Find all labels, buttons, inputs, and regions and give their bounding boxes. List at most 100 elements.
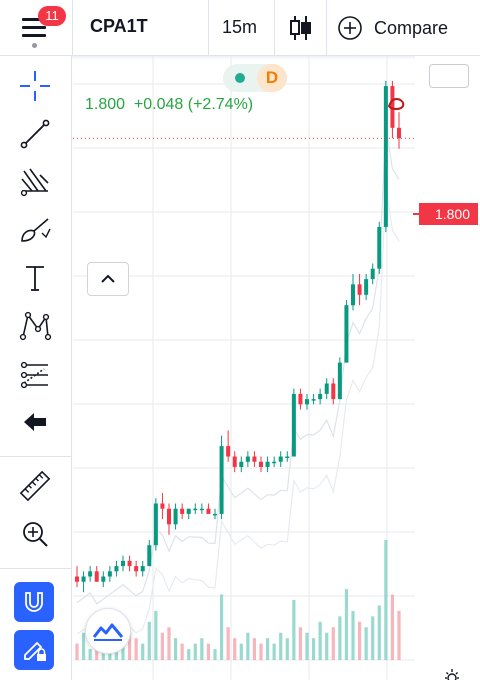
candle-body xyxy=(357,284,362,295)
lock-drawings-button[interactable] xyxy=(14,630,54,670)
volume-bar xyxy=(154,610,158,660)
volume-bar xyxy=(246,632,250,660)
volume-bar xyxy=(121,643,125,660)
candle-body xyxy=(298,393,303,405)
candle-body xyxy=(311,399,316,401)
candles-icon xyxy=(290,16,311,40)
crosshair-tool[interactable] xyxy=(10,66,60,106)
candle-body xyxy=(364,279,369,295)
brush-tool[interactable] xyxy=(10,210,60,250)
chart-grid xyxy=(73,56,415,680)
zoom-in-icon xyxy=(23,522,48,547)
sun-icon[interactable] xyxy=(443,666,461,680)
last-price-label: 1.800 xyxy=(413,203,478,225)
top-toolbar: 11 CPA1T 15m Compare xyxy=(0,0,480,56)
trend-line-icon xyxy=(20,119,50,149)
tradingview-logo-button[interactable] xyxy=(85,608,131,654)
candle-body xyxy=(193,508,198,511)
text-tool[interactable] xyxy=(10,258,60,298)
interval-button[interactable]: 15m xyxy=(222,17,258,37)
candle-body xyxy=(265,461,270,467)
back-arrow-icon xyxy=(24,413,46,431)
measure-tool[interactable] xyxy=(10,466,60,506)
volume-bar xyxy=(233,638,237,660)
collapse-legend-button[interactable] xyxy=(87,262,129,296)
volume-bar xyxy=(272,643,276,660)
volume-bar xyxy=(187,649,191,660)
prediction-icon xyxy=(20,361,48,389)
candle-body xyxy=(147,545,152,567)
candle-body xyxy=(232,456,237,467)
compare-button[interactable]: Compare xyxy=(336,12,448,44)
volume-bar xyxy=(141,643,145,660)
volume-bar xyxy=(193,643,197,660)
volume-bar xyxy=(206,643,211,660)
volume-bar xyxy=(88,649,92,660)
candle-body xyxy=(107,571,112,577)
volume-bar xyxy=(377,605,381,660)
price-change-legend: 1.800 +0.048 (+2.74%) xyxy=(85,96,254,113)
candle-body xyxy=(75,576,79,582)
pitchfork-tool[interactable] xyxy=(10,162,60,202)
chart-type-button[interactable] xyxy=(284,12,316,44)
notification-badge: 11 xyxy=(38,6,66,26)
prediction-tool[interactable] xyxy=(10,354,60,394)
candle-body xyxy=(252,456,257,462)
candles xyxy=(73,80,415,593)
candle-body xyxy=(337,362,342,400)
volume-bar xyxy=(357,621,362,660)
symbol-search-button[interactable]: CPA1T xyxy=(90,16,148,36)
volume-bar xyxy=(390,594,395,660)
pattern-tool[interactable] xyxy=(10,306,60,346)
menu-icon xyxy=(22,18,46,21)
candle-body xyxy=(324,383,329,394)
volume-bar xyxy=(285,638,289,660)
zoom-in-tool[interactable] xyxy=(10,514,60,554)
volume-bar xyxy=(384,540,388,660)
candle-body xyxy=(377,226,382,269)
chart-pane[interactable]: D 1.800 +0.048 (+2.74%) xyxy=(73,56,415,680)
volume-bar xyxy=(75,643,79,660)
candle-body xyxy=(88,571,93,577)
trend-line-tool[interactable] xyxy=(10,114,60,154)
pattern-icon xyxy=(19,311,52,341)
volume-bar xyxy=(81,632,86,660)
volume-bar xyxy=(298,627,303,660)
volume-bar xyxy=(239,643,243,660)
volume-bar xyxy=(219,594,224,660)
volume-bar xyxy=(134,638,138,660)
drawing-toolbar xyxy=(0,56,72,680)
scale-settings-box[interactable] xyxy=(429,64,469,88)
volume-bar xyxy=(200,638,204,660)
moving-average-line xyxy=(76,187,400,638)
text-icon xyxy=(26,266,44,291)
price-chart[interactable] xyxy=(73,56,415,680)
volume-bar xyxy=(127,632,132,660)
volume-bar xyxy=(338,616,342,660)
candle-body xyxy=(397,127,401,139)
legend-status-pill[interactable]: D xyxy=(223,64,287,92)
candle-body xyxy=(134,566,139,572)
magnet-mode-button[interactable] xyxy=(14,582,54,622)
volume-bar xyxy=(371,616,375,660)
price-scale[interactable]: 1.800 xyxy=(413,56,480,680)
user-drawing-circle xyxy=(387,98,405,110)
moving-averages xyxy=(76,126,400,638)
volume-bar xyxy=(160,632,165,660)
volume-bar xyxy=(351,610,355,660)
session-indicator: D xyxy=(257,64,287,92)
volume-bar xyxy=(173,638,178,660)
volume-bar xyxy=(311,638,316,660)
volume-bar xyxy=(114,649,119,660)
candle-body xyxy=(153,503,158,546)
candle-body xyxy=(81,576,86,582)
candle-body xyxy=(278,456,283,462)
menu-button[interactable] xyxy=(14,14,46,44)
pitchfork-icon xyxy=(20,168,49,197)
back-button[interactable] xyxy=(10,402,60,442)
magnet-icon xyxy=(25,592,43,612)
candle-body xyxy=(206,508,211,514)
candle-body xyxy=(370,268,375,280)
volume-bar xyxy=(344,589,349,660)
